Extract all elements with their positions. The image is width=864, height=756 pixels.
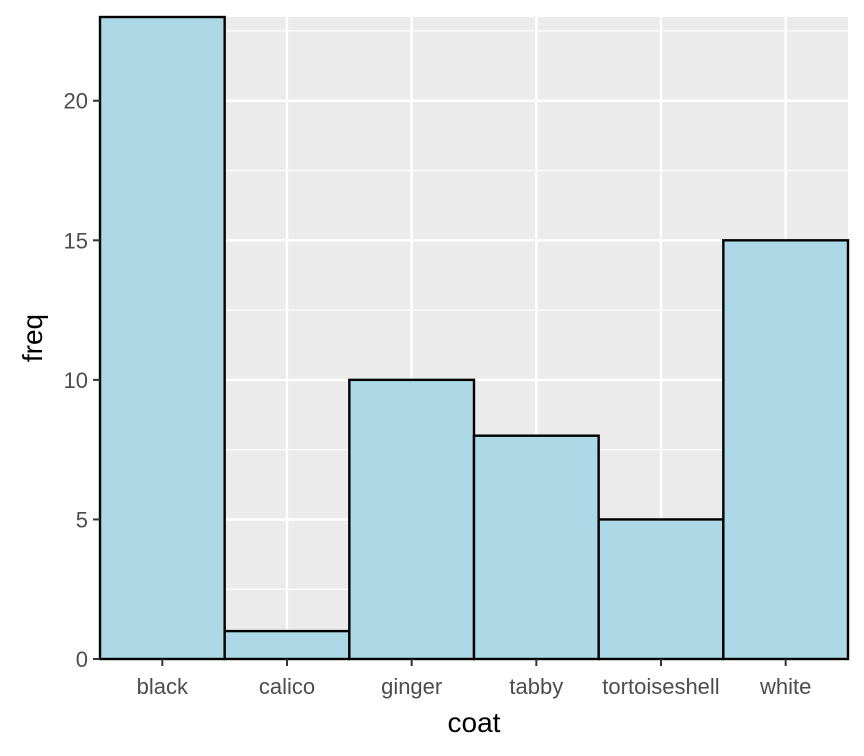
bar-black [98, 15, 226, 661]
x-axis: black calico ginger tabby tortoiseshell white [137, 659, 811, 699]
x-tick-label-calico: calico [259, 674, 315, 699]
bar-tabby [472, 434, 600, 661]
x-tick-label-white: white [759, 674, 811, 699]
y-tick-label: 20 [64, 89, 88, 114]
y-axis: 0 5 10 15 20 [64, 89, 100, 672]
x-tick-label-black: black [137, 674, 189, 699]
bar-white [722, 239, 850, 661]
x-axis-title: coat [448, 707, 501, 738]
x-tick-label-tabby: tabby [509, 674, 563, 699]
bar-calico [223, 629, 351, 661]
x-tick-label-ginger: ginger [381, 674, 442, 699]
bars [98, 15, 850, 661]
bar-ginger [348, 378, 476, 661]
x-tick-label-tortoiseshell: tortoiseshell [602, 674, 719, 699]
bar-tortoiseshell [597, 518, 725, 661]
y-tick-label: 10 [64, 368, 88, 393]
y-tick-label: 5 [76, 507, 88, 532]
y-axis-title: freq [17, 314, 48, 362]
y-tick-label: 0 [76, 647, 88, 672]
y-tick-label: 15 [64, 228, 88, 253]
